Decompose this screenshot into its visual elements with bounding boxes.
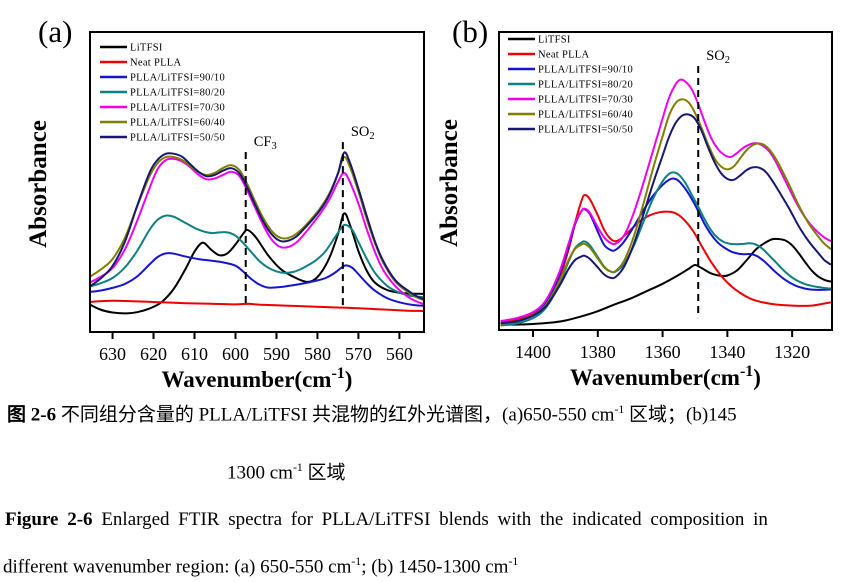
curve-PLLA-LiTFSI-70-30 [500,78,831,323]
plot-border-a [89,31,425,333]
caption-text: different wavenumber region: (a) 650-550… [3,556,352,578]
legend-item: Neat PLLA [100,58,182,69]
legend-item: PLLA/LiTFSI=80/20 [100,88,225,99]
curve-PLLA-LiTFSI-70-30 [91,157,423,305]
x-tick-label: 580 [304,344,331,364]
chart-panel-b: 1400 1380 1360 1340 1320 Wavenumber(cm-1) Abso… [436,14,833,390]
curve-LiTFSI [500,237,831,326]
curve-PLLA-LiTFSI-50-50 [500,113,831,325]
legend-label: PLLA/LiTFSI=50/50 [538,125,633,136]
legend-label: PLLA/LiTFSI=70/30 [538,95,633,106]
panel-label-a: (a) [38,14,72,49]
legend-item: PLLA/LiTFSI=70/30 [508,95,633,106]
chart-panel-a: 630 620 610 600 590 580 570 560 Wavenumber(cm-1)… [25,14,425,392]
legend-label: PLLA/LiTFSI=50/50 [130,133,225,144]
x-axis-title: Wavenumber(cm-1) [162,365,353,392]
annotation-label-CF3: CF3 [254,134,277,152]
y-axis-title: Absorbance [436,119,463,247]
legend-label: LiTFSI [538,35,571,46]
legend-label: PLLA/LiTFSI=60/40 [538,110,633,121]
legend-label: Neat PLLA [538,50,590,61]
caption-text: Enlarged FTIR spectra for PLLA/LiTFSI bl… [92,509,768,530]
caption-text: 区域；(b)145 [624,404,737,426]
annotation-label-SO2: SO2 [351,124,375,142]
legend-item: PLLA/LiTFSI=90/10 [100,73,225,84]
legend-item: Neat PLLA [508,50,590,61]
legend-item: PLLA/LiTFSI=60/40 [100,118,225,129]
curve-PLLA-LiTFSI-60-40 [91,155,423,301]
ftir-figure-svg: 630 620 610 600 590 580 570 560 Wavenumber(cm-1)… [25,14,833,392]
legend-item: PLLA/LiTFSI=60/40 [508,110,633,121]
legend-a: LiTFSI Neat PLLA PLLA/LiTFSI=90/10 PLLA/LiT… [100,43,225,144]
superscript-text: -1 [508,555,519,568]
legend-item: LiTFSI [508,35,571,46]
legend-b: LiTFSI Neat PLLA PLLA/LiTFSI=90/10 PLLA/LiT… [508,35,633,136]
legend-label: PLLA/LiTFSI=90/10 [130,73,225,84]
x-tick-label: 620 [140,344,167,364]
caption-english-line1: Figure 2-6 Enlarged FTIR spectra for PLL… [5,509,768,531]
x-tick-label: 1340 [709,342,745,362]
legend-item: PLLA/LiTFSI=80/20 [508,80,633,91]
x-tick-label: 560 [386,344,413,364]
panel-label-b: (b) [452,14,488,49]
legend-label: PLLA/LiTFSI=80/20 [538,80,633,91]
curve-PLLA-LiTFSI-80-20 [500,171,831,327]
superscript-text: -1 [351,555,362,568]
curves-group-a [91,151,423,315]
x-tick-label: 1360 [645,342,681,362]
caption-chinese-line1: 图 2-6 不同组分含量的 PLLA/LiTFSI 共混物的红外光谱图，(a)6… [7,403,737,426]
curve-PLLA-LiTFSI-50-50 [91,151,423,300]
curves-group-b [500,78,831,327]
curve-Neat PLLA [500,193,831,324]
curve-PLLA-LiTFSI-90-10 [91,252,423,307]
curve-Neat PLLA [91,299,423,312]
legend-label: LiTFSI [130,43,163,54]
x-axis-title: Wavenumber(cm-1) [570,363,761,390]
caption-english-line2: different wavenumber region: (a) 650-550… [3,555,518,578]
caption-text: 不同组分含量的 PLLA/LiTFSI 共混物的红外光谱图，(a)650-550… [56,404,615,426]
x-tick-label: 1320 [774,342,810,362]
legend-label: Neat PLLA [130,58,182,69]
caption-bold-text: Figure 2-6 [5,509,93,530]
legend-item: PLLA/LiTFSI=50/50 [508,125,633,136]
legend-item: PLLA/LiTFSI=90/10 [508,65,633,76]
legend-item: PLLA/LiTFSI=70/30 [100,103,225,114]
caption-text: 1300 cm [227,462,293,484]
x-tick-label: 600 [222,344,249,364]
legend-label: PLLA/LiTFSI=70/30 [130,103,225,114]
caption-bold-text: 图 2-6 [7,404,57,426]
caption-text: ; (b) 1450-1300 cm [361,556,509,578]
x-tick-label: 630 [99,344,126,364]
x-tick-label: 590 [263,344,290,364]
legend-item: LiTFSI [100,43,163,54]
plot-border-b [498,31,833,331]
x-tick-label: 1400 [515,342,551,362]
caption-text: 区域 [302,462,346,484]
x-tick-label: 570 [345,344,372,364]
curve-PLLA-LiTFSI-80-20 [91,214,423,299]
y-axis-title: Absorbance [25,120,52,248]
caption-chinese-line2: 1300 cm-1 区域 [227,461,346,484]
annotation-label-SO2: SO2 [706,48,730,66]
legend-label: PLLA/LiTFSI=90/10 [538,65,633,76]
legend-label: PLLA/LiTFSI=60/40 [130,118,225,129]
x-tick-label: 1380 [580,342,616,362]
legend-label: PLLA/LiTFSI=80/20 [130,88,225,99]
x-tick-label: 610 [181,344,208,364]
curve-LiTFSI [91,212,423,315]
superscript-text: -1 [614,403,625,416]
legend-item: PLLA/LiTFSI=50/50 [100,133,225,144]
curve-PLLA-LiTFSI-60-40 [500,98,831,325]
superscript-text: -1 [292,461,303,474]
